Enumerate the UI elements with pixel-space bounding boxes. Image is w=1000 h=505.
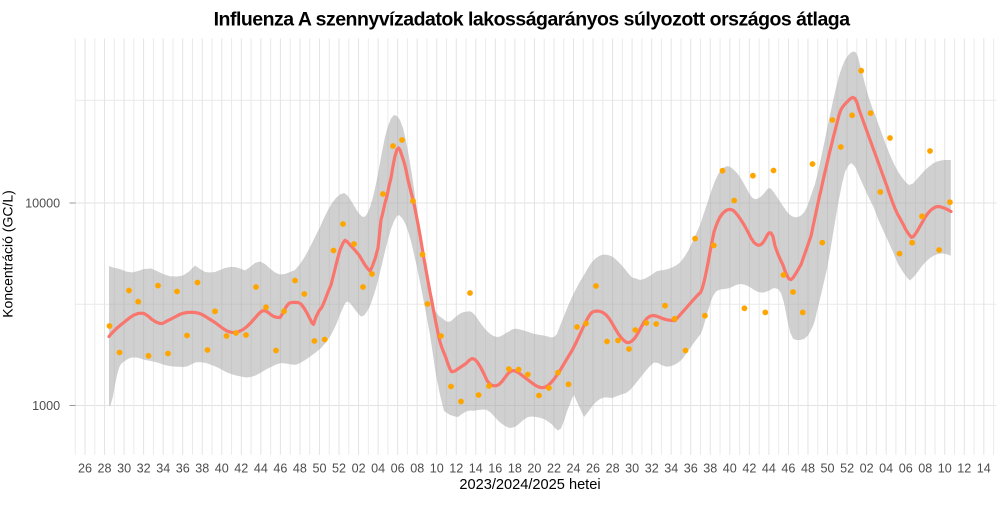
svg-text:38: 38 xyxy=(703,461,717,475)
svg-text:40: 40 xyxy=(215,461,229,475)
svg-text:38: 38 xyxy=(195,461,209,475)
svg-text:18: 18 xyxy=(508,461,522,475)
svg-text:08: 08 xyxy=(918,461,932,475)
svg-text:32: 32 xyxy=(645,461,659,475)
svg-text:1000: 1000 xyxy=(32,399,60,413)
svg-text:50: 50 xyxy=(820,461,834,475)
svg-text:Influenza A szennyvízadatok la: Influenza A szennyvízadatok lakosságarán… xyxy=(214,9,851,31)
svg-text:36: 36 xyxy=(684,461,698,475)
svg-text:14: 14 xyxy=(469,461,483,475)
svg-text:24: 24 xyxy=(566,461,580,475)
svg-text:22: 22 xyxy=(547,461,561,475)
svg-text:50: 50 xyxy=(312,461,326,475)
svg-text:10: 10 xyxy=(430,461,444,475)
svg-text:52: 52 xyxy=(332,461,346,475)
svg-text:34: 34 xyxy=(664,461,678,475)
svg-text:40: 40 xyxy=(723,461,737,475)
svg-text:48: 48 xyxy=(801,461,815,475)
svg-text:04: 04 xyxy=(879,461,893,475)
svg-text:30: 30 xyxy=(625,461,639,475)
svg-text:06: 06 xyxy=(391,461,405,475)
svg-text:06: 06 xyxy=(899,461,913,475)
svg-text:42: 42 xyxy=(742,461,756,475)
svg-text:46: 46 xyxy=(781,461,795,475)
svg-text:02: 02 xyxy=(352,461,366,475)
svg-text:44: 44 xyxy=(762,461,776,475)
svg-text:34: 34 xyxy=(156,461,170,475)
svg-text:32: 32 xyxy=(137,461,151,475)
svg-text:36: 36 xyxy=(176,461,190,475)
svg-text:10: 10 xyxy=(938,461,952,475)
svg-text:10000: 10000 xyxy=(25,197,60,211)
svg-text:30: 30 xyxy=(117,461,131,475)
svg-text:14: 14 xyxy=(977,461,991,475)
svg-text:44: 44 xyxy=(254,461,268,475)
svg-text:Koncentráció (GC/L): Koncentráció (GC/L) xyxy=(0,190,16,318)
svg-text:26: 26 xyxy=(586,461,600,475)
svg-text:52: 52 xyxy=(840,461,854,475)
svg-text:28: 28 xyxy=(606,461,620,475)
svg-text:42: 42 xyxy=(234,461,248,475)
svg-text:20: 20 xyxy=(527,461,541,475)
svg-text:12: 12 xyxy=(449,461,463,475)
svg-text:04: 04 xyxy=(371,461,385,475)
svg-text:46: 46 xyxy=(273,461,287,475)
svg-text:26: 26 xyxy=(78,461,92,475)
svg-text:2023/2024/2025 hetei: 2023/2024/2025 hetei xyxy=(459,477,600,493)
svg-text:12: 12 xyxy=(957,461,971,475)
svg-text:28: 28 xyxy=(97,461,111,475)
svg-text:08: 08 xyxy=(410,461,424,475)
svg-text:48: 48 xyxy=(293,461,307,475)
svg-text:16: 16 xyxy=(488,461,502,475)
svg-text:02: 02 xyxy=(860,461,874,475)
